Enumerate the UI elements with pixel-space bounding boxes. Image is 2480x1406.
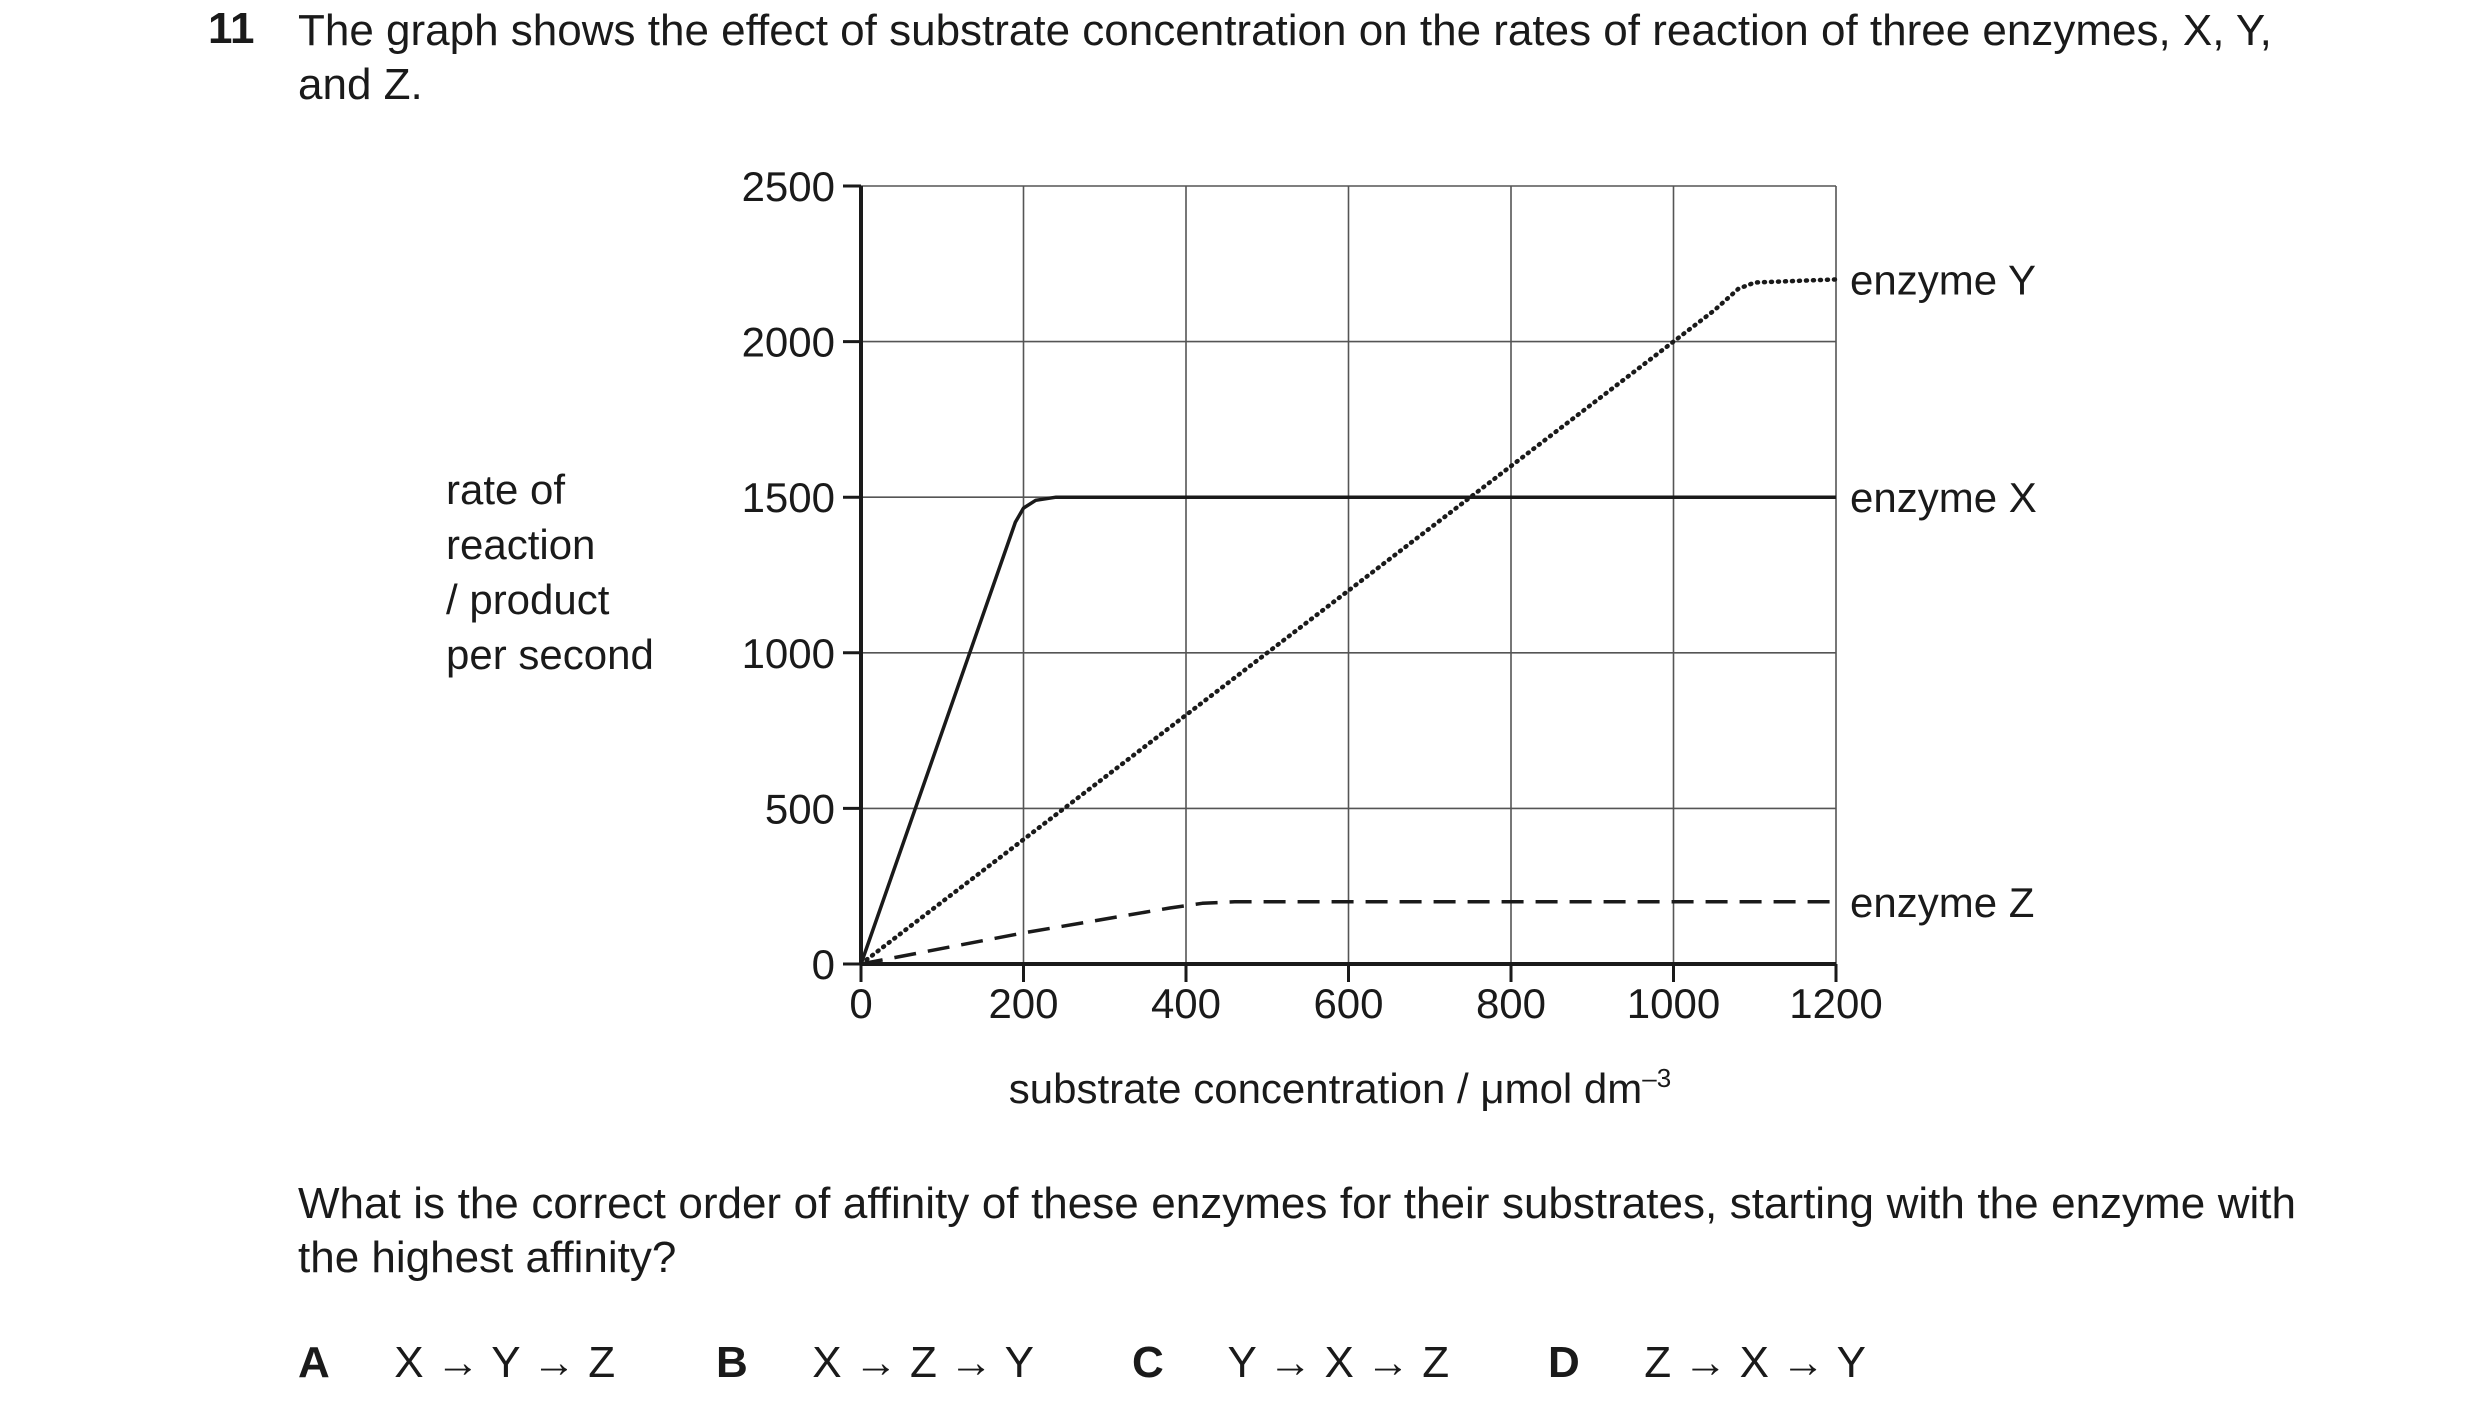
series-line-enzyme-Y (858, 277, 1839, 967)
x-tick-label: 200 (988, 980, 1058, 1027)
y-tick-label: 500 (765, 785, 835, 832)
x-tick-label: 1200 (1789, 980, 1882, 1027)
x-tick-label: 1000 (1627, 980, 1720, 1027)
y-tick-label: 0 (812, 941, 835, 988)
x-axis-label: substrate concentration / μmol dm–3 (1009, 1063, 1671, 1112)
y-tick-label: 2500 (742, 163, 835, 210)
y-axis-label-line: rate of (446, 466, 566, 513)
option-letter: B (716, 1338, 748, 1387)
y-tick-label: 2000 (742, 319, 835, 366)
y-axis-label: rate of reaction / product per second (446, 462, 706, 682)
x-tick-label: 0 (849, 980, 872, 1027)
question-number: 11 (208, 4, 255, 53)
x-axis-label-superscript: –3 (1642, 1063, 1671, 1093)
series-line-enzyme-X (859, 495, 1836, 965)
y-axis-label-line: per second (446, 631, 654, 678)
chart-series (858, 277, 1839, 967)
chart-axes (843, 184, 1838, 982)
rate-of-reaction-chart: 0 500 1000 1500 2000 2500 0 200 400 600 800 1000 120… (742, 163, 2037, 1112)
option-letter: A (298, 1338, 330, 1387)
y-tick-label: 1500 (742, 474, 835, 521)
y-axis-label-line: reaction (446, 521, 596, 568)
option-b[interactable]: B X → Z → Y (716, 1336, 1034, 1390)
x-tick-label: 800 (1476, 980, 1546, 1027)
chart-labels: 0 500 1000 1500 2000 2500 0 200 400 600 800 1000 120… (742, 163, 2037, 1027)
option-text: X → Y → Z (394, 1338, 616, 1387)
x-tick-label: 600 (1313, 980, 1383, 1027)
option-text: Y → X → Z (1227, 1338, 1450, 1387)
x-tick-label: 400 (1151, 980, 1221, 1027)
option-text: Z → X → Y (1644, 1338, 1866, 1387)
option-letter: C (1132, 1338, 1164, 1387)
y-tick-label: 1000 (742, 630, 835, 677)
series-line-enzyme-Z (860, 900, 1836, 966)
question-prompt: What is the correct order of affinity of… (298, 1179, 2296, 1282)
option-text: X → Z → Y (812, 1338, 1034, 1387)
option-d[interactable]: D Z → X → Y (1548, 1336, 1866, 1390)
series-label-enzyme-Y: enzyme Y (1850, 256, 2036, 303)
y-axis-label-line: / product (446, 576, 610, 623)
x-axis-label-text: substrate concentration / μmol dm (1009, 1065, 1643, 1112)
option-letter: D (1548, 1338, 1580, 1387)
series-label-enzyme-Z: enzyme Z (1850, 879, 2034, 926)
option-a[interactable]: A X → Y → Z (298, 1336, 615, 1390)
option-c[interactable]: C Y → X → Z (1132, 1336, 1449, 1390)
question-intro: The graph shows the effect of substrate … (298, 6, 2272, 109)
chart-grid (861, 185, 1837, 964)
series-label-enzyme-X: enzyme X (1850, 474, 2037, 521)
